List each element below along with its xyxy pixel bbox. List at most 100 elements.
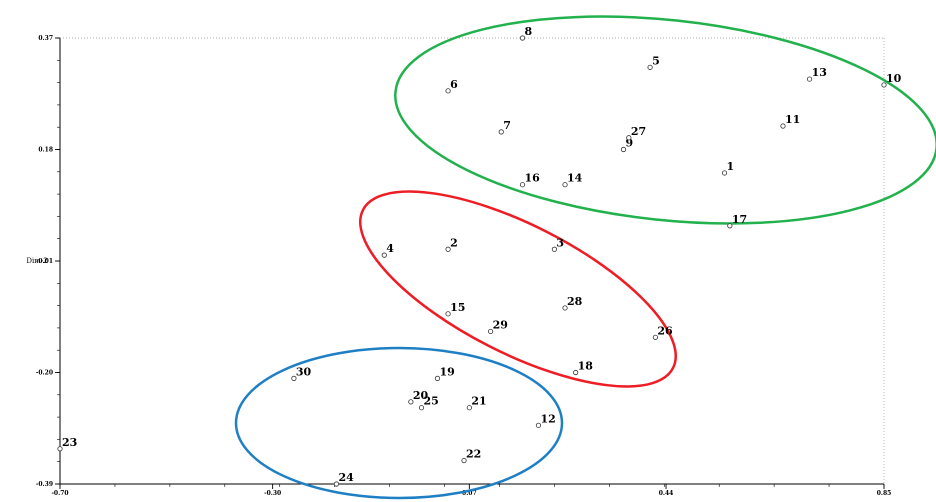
- x-tick-label: -0.30: [264, 490, 281, 497]
- point-label: 13: [812, 66, 827, 79]
- scatter-point-group: 23: [57, 436, 77, 452]
- point-label: 2: [450, 236, 458, 249]
- scatter-point-group: 9: [620, 137, 634, 153]
- scatter-point-group: 17: [727, 213, 747, 229]
- scatter-point: [551, 246, 558, 252]
- scatter-point-group: 21: [466, 395, 487, 411]
- scatter-point: [408, 399, 414, 405]
- scatter-point-group: 24: [333, 471, 354, 487]
- point-label: 26: [657, 324, 673, 337]
- scatter-point-group: 22: [461, 448, 481, 464]
- scatter-point-group: 27: [626, 125, 646, 141]
- point-label: 4: [386, 242, 394, 255]
- point-label: 16: [525, 172, 541, 185]
- x-tick-label: 0.85: [877, 490, 892, 497]
- axis-layer: -0.70 -0.30 0.07 0.44 0.85 0.37 0.18 -0.01 -0.20…: [36, 35, 891, 497]
- scatter-point: [466, 405, 472, 411]
- scatter-point: [461, 457, 467, 464]
- cluster-ellipse: [359, 190, 677, 388]
- scatter-point: [445, 88, 451, 94]
- scatter-point-group: 7: [498, 119, 511, 135]
- scatter-point: [445, 246, 451, 252]
- point-label: 12: [540, 412, 555, 425]
- scatter-point: [780, 123, 786, 129]
- point-label: 20: [413, 389, 429, 402]
- scatter-point: [519, 182, 526, 188]
- scatter-point: [519, 35, 526, 41]
- scatter-point: [573, 369, 579, 376]
- x-tick-label: -0.70: [51, 490, 68, 497]
- scatter-point-group: 3: [551, 236, 564, 252]
- y-tick-label: -0.39: [36, 481, 53, 488]
- y-tick-label: -0.01: [36, 258, 53, 265]
- point-label: 27: [631, 125, 646, 138]
- scatter-point-group: 16: [519, 172, 541, 188]
- point-label: 5: [652, 54, 660, 67]
- point-label: 18: [578, 360, 594, 373]
- point-label: 24: [338, 471, 354, 484]
- scatter-point-group: 12: [535, 412, 556, 428]
- y-tick-label: 0.18: [38, 147, 53, 154]
- point-label: 7: [503, 119, 511, 132]
- scatter-point-group: 5: [647, 54, 660, 70]
- cluster-ellipse-layer: [234, 15, 936, 500]
- point-label: 30: [296, 365, 312, 378]
- scatter-point: [647, 64, 653, 70]
- point-label: 19: [439, 365, 454, 378]
- scatter-point: [535, 422, 542, 428]
- point-label: 1: [727, 160, 735, 173]
- point-label: 15: [450, 301, 465, 314]
- scatter-point: [881, 82, 887, 88]
- scatter-point: [620, 146, 627, 153]
- scatter-point: [727, 223, 733, 229]
- scatter-point: [626, 135, 632, 141]
- scatter-point-group: 30: [291, 365, 312, 381]
- scatter-point-group: 26: [652, 324, 673, 340]
- scatter-point-group: 28: [562, 295, 583, 311]
- point-label: 29: [493, 318, 508, 331]
- cluster-ellipse: [394, 15, 936, 225]
- scatter-point-group: 14: [562, 172, 583, 188]
- scatter-point: [291, 375, 297, 381]
- scatter-point: [333, 481, 340, 487]
- point-label: 3: [556, 236, 564, 249]
- scatter-point-group: 13: [806, 66, 827, 82]
- y-axis-title: Dim-2: [26, 257, 47, 265]
- point-label: 14: [567, 172, 583, 185]
- point-label: 28: [567, 295, 583, 308]
- scatter-point-group: 29: [488, 318, 508, 335]
- scatter-point-group: 8: [519, 25, 533, 41]
- scatter-point: [381, 252, 387, 258]
- point-label: 22: [466, 448, 481, 461]
- scatter-point: [434, 375, 441, 381]
- scatter-point: [498, 129, 504, 135]
- scatter-point: [562, 305, 568, 311]
- scatter-point: [488, 328, 494, 335]
- point-label: 21: [471, 395, 486, 408]
- scatter-point: [806, 76, 813, 82]
- scatter-point-group: 2: [445, 236, 458, 252]
- x-tick-label: 0.44: [659, 490, 674, 497]
- scatter-point-group: 25: [418, 395, 439, 411]
- point-label: 6: [450, 78, 458, 91]
- scatter-point-group: 11: [780, 113, 800, 129]
- scatter-point-group: 19: [434, 365, 455, 381]
- point-label: 10: [886, 72, 902, 85]
- point-label: 11: [785, 113, 800, 126]
- scatter-point: [721, 170, 728, 176]
- scatter-point: [418, 405, 425, 411]
- point-label: 23: [62, 436, 77, 449]
- scatter-point: [57, 446, 63, 452]
- scatter-point-group: 1: [721, 160, 735, 176]
- x-tick-label: 0.07: [462, 490, 477, 497]
- scatter-point: [562, 182, 568, 188]
- scatter-point: [445, 311, 451, 317]
- y-tick-label: 0.37: [38, 35, 53, 42]
- y-tick-label: -0.20: [36, 370, 53, 377]
- scatter-point-group: 15: [445, 301, 465, 317]
- point-label: 9: [626, 137, 634, 150]
- scatter-point-group: 18: [573, 360, 594, 376]
